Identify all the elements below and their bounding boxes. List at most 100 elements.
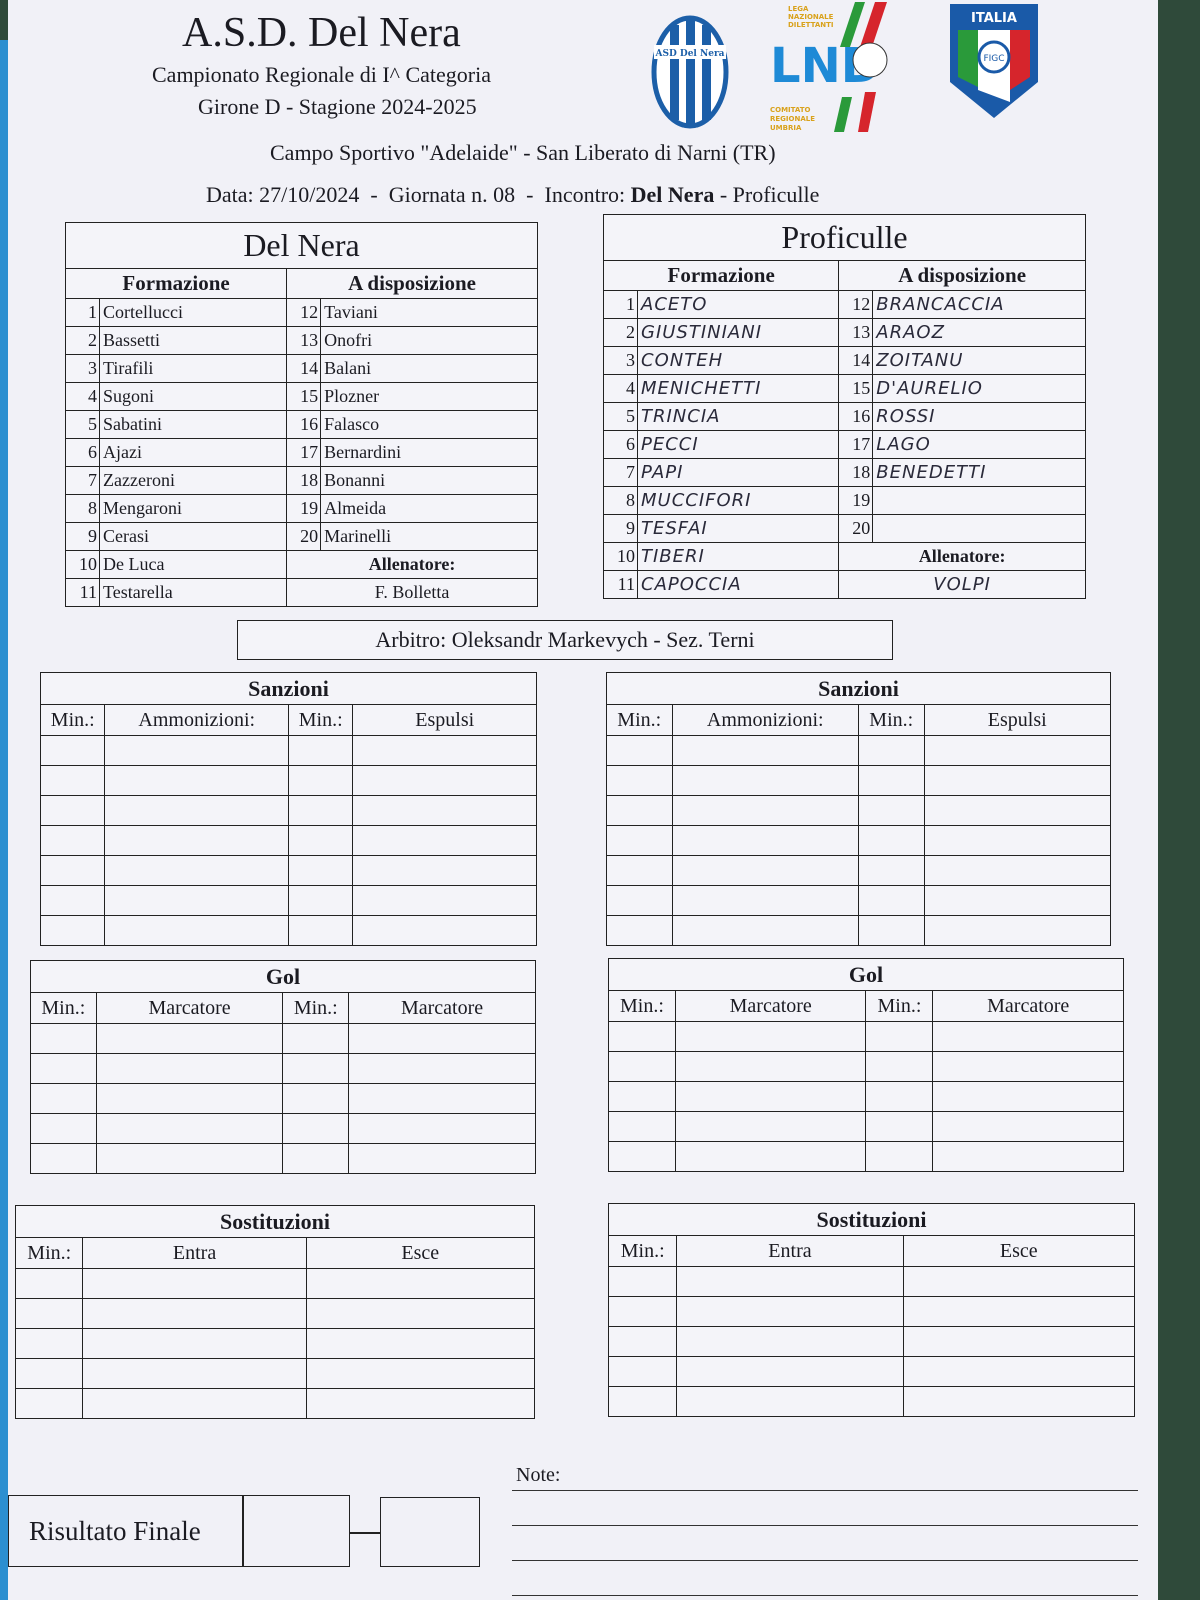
marcatore-cell[interactable] (95, 1083, 284, 1114)
esce-cell[interactable] (902, 1356, 1136, 1387)
ammonizioni-cell[interactable] (671, 765, 859, 796)
marcatore-cell[interactable] (932, 1111, 1124, 1142)
marcatore-cell[interactable] (348, 1083, 536, 1114)
ammonizioni-cell[interactable] (104, 855, 289, 886)
marcatore-cell[interactable] (674, 1081, 867, 1112)
min-cell[interactable] (857, 885, 925, 916)
min-cell[interactable] (606, 825, 673, 856)
min-cell[interactable] (607, 1386, 678, 1417)
esce-cell[interactable] (902, 1296, 1136, 1327)
marcatore-cell[interactable] (932, 1081, 1124, 1112)
min-cell[interactable] (14, 1358, 84, 1389)
entra-cell[interactable] (676, 1326, 904, 1357)
esce-cell[interactable] (305, 1358, 536, 1389)
min-cell[interactable] (857, 915, 925, 946)
ammonizioni-cell[interactable] (104, 825, 289, 856)
espulsi-cell[interactable] (923, 855, 1111, 886)
min-cell[interactable] (608, 1051, 676, 1082)
ammonizioni-cell[interactable] (104, 795, 289, 826)
min-cell[interactable] (865, 1081, 934, 1112)
min-cell[interactable] (857, 855, 925, 886)
min-cell[interactable] (282, 1053, 350, 1084)
marcatore-cell[interactable] (348, 1113, 536, 1144)
entra-cell[interactable] (82, 1358, 307, 1389)
espulsi-cell[interactable] (352, 855, 537, 886)
min-cell[interactable] (606, 885, 673, 916)
marcatore-cell[interactable] (674, 1051, 867, 1082)
marcatore-cell[interactable] (95, 1023, 284, 1054)
ammonizioni-cell[interactable] (671, 885, 859, 916)
min-cell[interactable] (608, 1081, 676, 1112)
espulsi-cell[interactable] (923, 795, 1111, 826)
note-line[interactable] (512, 1490, 1138, 1491)
marcatore-cell[interactable] (95, 1053, 284, 1084)
marcatore-cell[interactable] (348, 1143, 536, 1174)
ammonizioni-cell[interactable] (671, 795, 859, 826)
min-cell[interactable] (608, 1111, 676, 1142)
ammonizioni-cell[interactable] (671, 915, 859, 946)
min-cell[interactable] (14, 1388, 84, 1419)
marcatore-cell[interactable] (932, 1021, 1124, 1052)
min-cell[interactable] (608, 1021, 676, 1052)
marcatore-cell[interactable] (674, 1021, 867, 1052)
min-cell[interactable] (287, 825, 354, 856)
entra-cell[interactable] (676, 1386, 904, 1417)
min-cell[interactable] (287, 885, 354, 916)
marcatore-cell[interactable] (932, 1141, 1124, 1172)
esce-cell[interactable] (305, 1328, 536, 1359)
min-cell[interactable] (14, 1328, 84, 1359)
espulsi-cell[interactable] (352, 825, 537, 856)
min-cell[interactable] (607, 1266, 678, 1297)
min-cell[interactable] (14, 1268, 84, 1299)
min-cell[interactable] (865, 1141, 934, 1172)
note-line[interactable] (512, 1560, 1138, 1561)
min-cell[interactable] (39, 915, 106, 946)
esce-cell[interactable] (305, 1298, 536, 1329)
esce-cell[interactable] (305, 1268, 536, 1299)
min-cell[interactable] (606, 915, 673, 946)
min-cell[interactable] (287, 765, 354, 796)
espulsi-cell[interactable] (352, 735, 537, 766)
min-cell[interactable] (30, 1143, 97, 1174)
espulsi-cell[interactable] (352, 885, 537, 916)
marcatore-cell[interactable] (348, 1053, 536, 1084)
min-cell[interactable] (30, 1083, 97, 1114)
note-line[interactable] (512, 1525, 1138, 1526)
ammonizioni-cell[interactable] (104, 885, 289, 916)
espulsi-cell[interactable] (352, 795, 537, 826)
min-cell[interactable] (14, 1298, 84, 1329)
home-score-box[interactable] (243, 1495, 350, 1567)
min-cell[interactable] (606, 735, 673, 766)
min-cell[interactable] (282, 1143, 350, 1174)
note-line[interactable] (512, 1595, 1138, 1596)
marcatore-cell[interactable] (674, 1111, 867, 1142)
min-cell[interactable] (30, 1023, 97, 1054)
entra-cell[interactable] (82, 1388, 307, 1419)
marcatore-cell[interactable] (348, 1023, 536, 1054)
marcatore-cell[interactable] (95, 1143, 284, 1174)
entra-cell[interactable] (676, 1356, 904, 1387)
ammonizioni-cell[interactable] (671, 855, 859, 886)
min-cell[interactable] (282, 1113, 350, 1144)
marcatore-cell[interactable] (932, 1051, 1124, 1082)
ammonizioni-cell[interactable] (671, 735, 859, 766)
min-cell[interactable] (607, 1356, 678, 1387)
espulsi-cell[interactable] (923, 915, 1111, 946)
min-cell[interactable] (857, 825, 925, 856)
min-cell[interactable] (857, 735, 925, 766)
esce-cell[interactable] (902, 1386, 1136, 1417)
ammonizioni-cell[interactable] (104, 735, 289, 766)
min-cell[interactable] (865, 1111, 934, 1142)
entra-cell[interactable] (676, 1266, 904, 1297)
min-cell[interactable] (287, 735, 354, 766)
away-score-box[interactable] (380, 1497, 480, 1567)
espulsi-cell[interactable] (923, 735, 1111, 766)
min-cell[interactable] (287, 855, 354, 886)
min-cell[interactable] (39, 795, 106, 826)
espulsi-cell[interactable] (923, 765, 1111, 796)
min-cell[interactable] (287, 915, 354, 946)
min-cell[interactable] (30, 1053, 97, 1084)
min-cell[interactable] (287, 795, 354, 826)
ammonizioni-cell[interactable] (104, 915, 289, 946)
espulsi-cell[interactable] (352, 915, 537, 946)
